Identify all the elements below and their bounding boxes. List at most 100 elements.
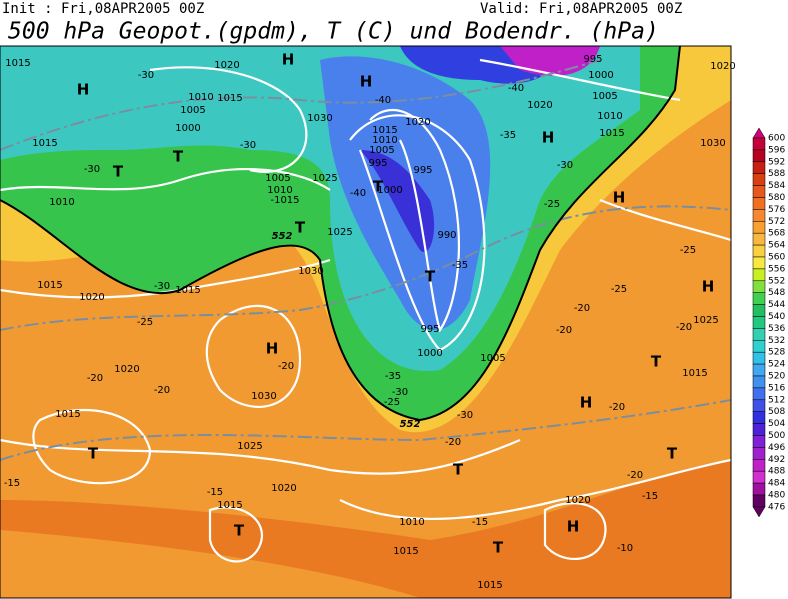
map-label: 1015 bbox=[32, 138, 57, 149]
legend-label: 524 bbox=[768, 360, 785, 370]
map-labels: 1015 H 1020 1010 1015 1005 1000 1015 T T -30 -30 -30… bbox=[4, 51, 736, 592]
isotherm bbox=[0, 205, 731, 331]
map-label: 1030 bbox=[307, 113, 332, 124]
legend-arrow bbox=[752, 127, 766, 139]
map-label: -20 bbox=[609, 402, 625, 413]
map-label: 1015 bbox=[37, 280, 62, 291]
pressure-center: H bbox=[702, 278, 715, 296]
map-label: 1015 bbox=[477, 580, 502, 591]
legend-label: 536 bbox=[768, 324, 785, 334]
legend-swatch bbox=[752, 387, 766, 401]
legend-label: 504 bbox=[768, 419, 785, 429]
map-label: -35 bbox=[500, 130, 516, 141]
legend-label: 492 bbox=[768, 455, 785, 465]
map-label: 1010 bbox=[597, 111, 622, 122]
legend-swatch bbox=[752, 149, 766, 163]
map-label: 1000 bbox=[377, 185, 402, 196]
map-label: 995 bbox=[413, 165, 432, 176]
legend-label: 572 bbox=[768, 217, 785, 227]
legend-swatch bbox=[752, 435, 766, 448]
legend-label: 592 bbox=[768, 157, 785, 167]
legend-label: 500 bbox=[768, 431, 785, 441]
map-label: -20 bbox=[154, 385, 170, 396]
map-label: -40 bbox=[350, 188, 366, 199]
map-label: 1020 bbox=[271, 483, 296, 494]
map-label: 1020 bbox=[405, 117, 430, 128]
isobar bbox=[32, 408, 152, 485]
map-label: -40 bbox=[375, 95, 391, 106]
legend-label: 576 bbox=[768, 205, 785, 215]
map-label: 995 bbox=[583, 54, 602, 65]
legend-swatch bbox=[752, 459, 766, 472]
map-title: 500 hPa Geopot.(gpdm), T (C) und Bodendr… bbox=[8, 19, 659, 45]
legend-swatch bbox=[752, 304, 766, 317]
legend-label: 480 bbox=[768, 491, 785, 501]
pressure-center: T bbox=[651, 353, 662, 371]
map-label: 1025 bbox=[693, 315, 718, 326]
pressure-center: T bbox=[113, 163, 124, 181]
map-label: -25 bbox=[384, 397, 400, 408]
legend-label: 508 bbox=[768, 407, 785, 417]
map-label: -30 bbox=[392, 387, 408, 398]
map-label: -20 bbox=[627, 470, 643, 481]
map-label: -40 bbox=[508, 83, 524, 94]
map-label: -30 bbox=[84, 164, 100, 175]
map-label: -20 bbox=[445, 437, 461, 448]
map-area bbox=[0, 46, 731, 598]
pressure-center: H bbox=[360, 73, 373, 91]
legend-label: 600 bbox=[768, 134, 785, 144]
isotherm bbox=[0, 59, 601, 151]
map-label: -20 bbox=[556, 325, 572, 336]
legend-swatch bbox=[752, 423, 766, 436]
legend-swatch bbox=[752, 161, 766, 174]
legend-label: 556 bbox=[768, 264, 785, 274]
legend-swatch bbox=[752, 268, 766, 282]
legend-swatch bbox=[752, 447, 766, 460]
isobar bbox=[339, 458, 731, 521]
legend-label: 528 bbox=[768, 348, 785, 358]
legend-label: 564 bbox=[768, 241, 785, 251]
map-label: -30 bbox=[154, 281, 170, 292]
pressure-center: H bbox=[567, 518, 580, 536]
map-label: 995 bbox=[420, 324, 439, 335]
map-label: 1020 bbox=[214, 60, 239, 71]
legend-label: 596 bbox=[768, 145, 785, 155]
map-label: 1030 bbox=[251, 391, 276, 402]
legend-swatch bbox=[752, 340, 766, 353]
map-label: 1020 bbox=[565, 495, 590, 506]
map-label: 1030 bbox=[700, 138, 725, 149]
map-label: 1025 bbox=[312, 173, 337, 184]
pressure-center: T bbox=[425, 268, 436, 286]
pressure-center: T bbox=[373, 178, 384, 196]
warm-field bbox=[0, 460, 731, 598]
legend-label: 568 bbox=[768, 229, 785, 239]
legend-swatch bbox=[752, 209, 766, 222]
map-label: -15 bbox=[207, 487, 223, 498]
legend-label: 552 bbox=[768, 276, 785, 286]
isobar bbox=[543, 502, 607, 560]
map-label: -35 bbox=[385, 371, 401, 382]
map-label: -30 bbox=[557, 160, 573, 171]
legend-swatch bbox=[752, 173, 766, 186]
map-label: -15 bbox=[4, 478, 20, 489]
legend-label: 520 bbox=[768, 372, 785, 382]
isobar bbox=[0, 167, 331, 192]
isobar bbox=[205, 304, 302, 408]
map-label: -20 bbox=[278, 361, 294, 372]
map-label: -25 bbox=[680, 245, 696, 256]
map-label: 1015 bbox=[217, 500, 242, 511]
map-label: 1005 bbox=[480, 353, 505, 364]
pressure-center: T bbox=[234, 522, 245, 540]
pressure-center: T bbox=[493, 539, 504, 557]
geopotential-552 bbox=[0, 46, 681, 422]
map-frame bbox=[0, 45, 732, 599]
map-label: 1020 bbox=[527, 100, 552, 111]
init-time: Init : Fri,08APR2005 00Z bbox=[2, 1, 204, 17]
legend-label: 512 bbox=[768, 395, 785, 405]
map-label: -25 bbox=[137, 317, 153, 328]
pressure-center: H bbox=[580, 394, 593, 412]
legend-swatch bbox=[752, 256, 766, 270]
pressure-center: H bbox=[266, 340, 279, 358]
map-label: 1015 bbox=[682, 368, 707, 379]
